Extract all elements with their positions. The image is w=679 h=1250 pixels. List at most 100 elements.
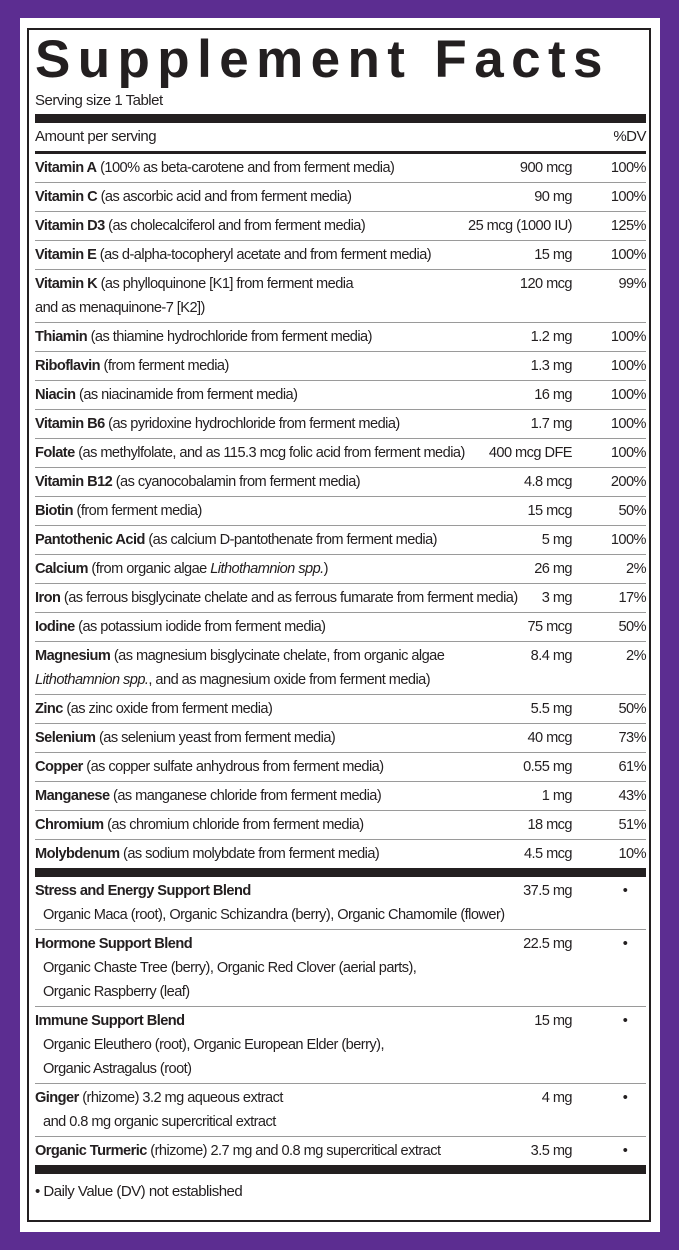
nutrient-amount: 26 mg: [534, 561, 572, 577]
supplement-facts: Supplement Facts Serving size 1 Tablet A…: [35, 28, 647, 1204]
nutrient-source: (as zinc oxide from ferment media): [62, 701, 273, 717]
divider-medium: [35, 151, 646, 154]
nutrient-amount: 75 mcg: [527, 619, 572, 635]
nutrient-name: Chromium: [35, 817, 104, 833]
table-row: Vitamin B12 (as cyanocobalamin from ferm…: [35, 468, 647, 497]
nutrient-amount: 25 mcg (1000 IU): [468, 218, 573, 234]
nutrient-amount: 16 mg: [534, 387, 572, 403]
nutrient-name-cell: Selenium (as selenium yeast from ferment…: [35, 726, 521, 750]
nutrient-dv: 100%: [610, 445, 647, 461]
blend-desc: (rhizome) 3.2 mg aqueous extract: [78, 1090, 283, 1106]
nutrient-dv: 2%: [626, 561, 647, 577]
blend-dv: •: [622, 883, 628, 899]
nutrient-source: (from ferment media): [73, 503, 203, 519]
blend-desc: (rhizome) 2.7 mg and 0.8 mg supercritica…: [146, 1143, 441, 1159]
blend-ingredients: Organic Chaste Tree (berry), Organic Red…: [43, 960, 417, 976]
nutrient-amount: 1.3 mg: [530, 358, 573, 374]
nutrient-amount: 1.2 mg: [530, 329, 573, 345]
blend-dv: •: [622, 1090, 628, 1106]
nutrient-name-cell: Thiamin (as thiamine hydrochloride from …: [35, 325, 525, 349]
nutrient-source-end: , and as magnesium oxide from ferment me…: [148, 672, 431, 688]
blend-amount: 15 mg: [534, 1013, 572, 1029]
nutrient-dv: 61%: [618, 759, 646, 775]
table-header: Amount per serving %DV: [35, 123, 646, 149]
nutrient-dv: 10%: [618, 846, 646, 862]
table-row: Riboflavin (from ferment media) 1.3 mg 100…: [35, 352, 647, 381]
nutrient-list: Vitamin A (100% as beta-carotene and fro…: [35, 154, 647, 868]
table-row: Magnesium (as magnesium bisglycinate che…: [35, 642, 647, 695]
label-frame: [27, 28, 651, 1222]
nutrient-name-cell: Vitamin E (as d-alpha-tocopheryl acetate…: [35, 243, 528, 267]
nutrient-source-italic: Lithothamnion spp.: [210, 561, 324, 577]
nutrient-name-cell: Iron (as ferrous bisglycinate chelate an…: [35, 586, 536, 610]
nutrient-dv: 125%: [610, 218, 647, 234]
nutrient-name: Calcium: [35, 561, 88, 577]
blend-row: Ginger (rhizome) 3.2 mg aqueous extract a…: [35, 1084, 646, 1137]
blend-dv: •: [622, 936, 628, 952]
table-row: Iron (as ferrous bisglycinate chelate an…: [35, 584, 647, 613]
nutrient-dv: 17%: [618, 590, 646, 606]
nutrient-name-cell: Manganese (as manganese chloride from fe…: [35, 784, 536, 808]
table-row: Pantothenic Acid (as calcium D-pantothen…: [35, 526, 647, 555]
table-row: Folate (as methylfolate, and as 115.3 mc…: [35, 439, 647, 468]
nutrient-amount: 1 mg: [541, 788, 573, 804]
nutrient-source: (as methylfolate, and as 115.3 mcg folic…: [74, 445, 465, 461]
nutrient-name-cell: Vitamin B6 (as pyridoxine hydrochloride …: [35, 412, 525, 436]
blend-name: Organic Turmeric: [35, 1143, 147, 1159]
table-row: Manganese (as manganese chloride from fe…: [35, 782, 647, 811]
blend-dv: •: [622, 1013, 628, 1029]
nutrient-name-cell: Chromium (as chromium chloride from ferm…: [35, 813, 521, 837]
table-row: Iodine (as potassium iodide from ferment…: [35, 613, 647, 642]
nutrient-source-italic: Lithothamnion spp.: [35, 672, 149, 688]
nutrient-source: (as cyanocobalamin from ferment media): [112, 474, 361, 490]
nutrient-name: Vitamin D3: [35, 218, 105, 234]
nutrient-dv: 200%: [610, 474, 647, 490]
blend-row: Organic Turmeric (rhizome) 2.7 mg and 0.…: [35, 1137, 646, 1165]
table-row: Vitamin C (as ascorbic acid and from fer…: [35, 183, 647, 212]
blend-amount: 4 mg: [541, 1090, 573, 1106]
nutrient-name-cell: Vitamin D3 (as cholecalciferol and from …: [35, 214, 462, 238]
nutrient-name: Magnesium: [35, 648, 111, 664]
nutrient-amount: 900 mcg: [519, 160, 573, 176]
table-row: Copper (as copper sulfate anhydrous from…: [35, 753, 647, 782]
nutrient-amount: 1.7 mg: [530, 416, 573, 432]
nutrient-dv: 50%: [618, 701, 646, 717]
nutrient-amount: 400 mcg DFE: [488, 445, 573, 461]
nutrient-name: Pantothenic Acid: [35, 532, 145, 548]
blend-name: Hormone Support Blend: [35, 936, 193, 952]
divider-thick: [35, 114, 646, 123]
nutrient-source: (as calcium D-pantothenate from ferment …: [144, 532, 437, 548]
nutrient-dv: 51%: [618, 817, 646, 833]
nutrient-source: (as niacinamide from ferment media): [75, 387, 298, 403]
blend-name: Ginger: [35, 1090, 79, 1106]
nutrient-dv: 99%: [618, 276, 646, 292]
label-panel: [20, 18, 660, 1232]
table-row: Calcium (from organic algae Lithothamnio…: [35, 555, 647, 584]
nutrient-name: Vitamin E: [35, 247, 97, 263]
table-row: Molybdenum (as sodium molybdate from fer…: [35, 840, 647, 868]
table-row: Vitamin E (as d-alpha-tocopheryl acetate…: [35, 241, 647, 270]
blend-list: Stress and Energy Support Blend Organic M…: [35, 877, 646, 1165]
blend-amount: 37.5 mg: [523, 883, 572, 899]
nutrient-source: (as thiamine hydrochloride from ferment …: [87, 329, 373, 345]
nutrient-name-cell: Copper (as copper sulfate anhydrous from…: [35, 755, 517, 779]
nutrient-name-cell: Vitamin A (100% as beta-carotene and fro…: [35, 156, 514, 180]
table-row: Vitamin A (100% as beta-carotene and fro…: [35, 154, 647, 183]
nutrient-amount: 18 mcg: [527, 817, 572, 833]
nutrient-dv: 100%: [610, 416, 647, 432]
nutrient-source: (as phylloquinone [K1] from ferment medi…: [35, 276, 354, 316]
nutrient-source: (as selenium yeast from ferment media): [95, 730, 336, 746]
nutrient-dv: 43%: [618, 788, 646, 804]
blend-dv: •: [622, 1143, 628, 1159]
nutrient-name-cell: Vitamin B12 (as cyanocobalamin from ferm…: [35, 470, 518, 494]
nutrient-name-cell: Vitamin C (as ascorbic acid and from fer…: [35, 185, 528, 209]
nutrient-dv: 100%: [610, 160, 647, 176]
nutrient-source: (as ferrous bisglycinate chelate and as …: [60, 590, 518, 606]
nutrient-amount: 4.8 mcg: [523, 474, 573, 490]
nutrient-source: (as pyridoxine hydrochloride from fermen…: [104, 416, 400, 432]
nutrient-amount: 15 mg: [534, 247, 572, 263]
nutrient-dv: 50%: [618, 503, 646, 519]
nutrient-source: (as potassium iodide from ferment media): [74, 619, 326, 635]
nutrient-source: (from ferment media): [100, 358, 230, 374]
nutrient-dv: 100%: [610, 387, 647, 403]
